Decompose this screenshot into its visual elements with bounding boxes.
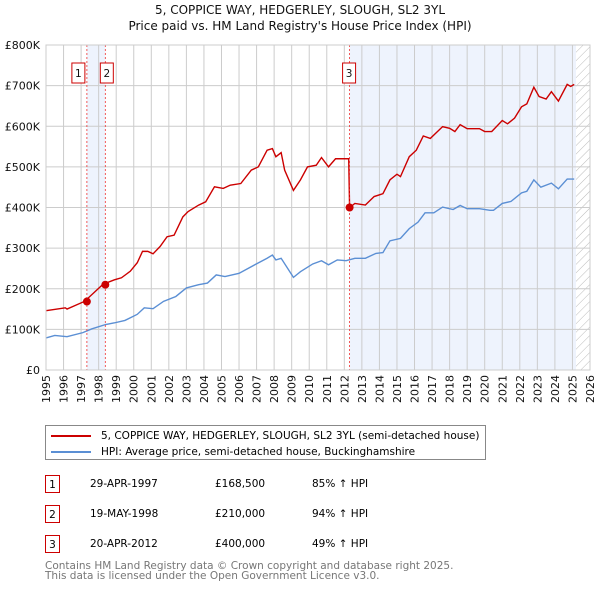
x-tick-label: 1998 <box>93 375 106 403</box>
x-tick-label: 2025 <box>566 375 579 403</box>
transaction-row: 3 20-APR-2012 £400,000 49% ↑ HPI <box>45 535 465 555</box>
legend-label-hpi: HPI: Average price, semi-detached house,… <box>101 446 416 458</box>
x-tick-label: 2007 <box>251 375 264 403</box>
sale-point <box>345 203 354 212</box>
transaction-hpi: 94% ↑ HPI <box>312 508 369 520</box>
x-tick-label: 2020 <box>479 375 492 403</box>
x-tick-label: 2021 <box>496 375 509 403</box>
x-tick-label: 2013 <box>356 375 369 403</box>
legend-swatch-blue <box>51 451 91 453</box>
footer-copyright: Contains HM Land Registry data © Crown c… <box>45 560 454 572</box>
transaction-row: 2 19-MAY-1998 £210,000 94% ↑ HPI <box>45 505 465 525</box>
y-tick-label: £700K <box>5 80 41 93</box>
x-tick-label: 2014 <box>373 375 386 403</box>
x-tick-label: 2023 <box>531 375 544 403</box>
x-tick-label: 2017 <box>426 375 439 403</box>
transaction-marker: 1 <box>45 475 60 493</box>
sale-label: 3 <box>346 68 353 80</box>
y-tick-label: £100K <box>5 323 41 336</box>
x-tick-label: 2005 <box>215 375 228 403</box>
x-tick-label: 1995 <box>40 375 53 403</box>
legend-item-property: 5, COPPICE WAY, HEDGERLEY, SLOUGH, SL2 3… <box>51 429 479 443</box>
transaction-hpi: 49% ↑ HPI <box>312 538 369 550</box>
price-chart: 1 2 3 1995 1996 1997 1998 1999 2000 2001 2002 2003 2… <box>5 39 597 403</box>
sale-label: 1 <box>75 68 82 80</box>
legend: 5, COPPICE WAY, HEDGERLEY, SLOUGH, SL2 3… <box>45 425 486 460</box>
x-tick-label: 2024 <box>549 375 562 403</box>
sale-point <box>101 280 110 289</box>
sale-label-box <box>99 62 114 84</box>
x-tick-label: 2011 <box>321 375 334 403</box>
plot-frame <box>45 44 591 371</box>
sale-label: 2 <box>103 68 110 80</box>
x-tick-label: 1996 <box>58 375 71 403</box>
transaction-price: £210,000 <box>215 508 266 520</box>
x-tick-label: 2009 <box>286 375 299 403</box>
transaction-hpi: 85% ↑ HPI <box>312 478 369 490</box>
y-tick-label: £300K <box>5 242 41 255</box>
x-tick-label: 2010 <box>303 375 316 403</box>
x-tick-label: 2004 <box>198 375 211 403</box>
x-tick-label: 2018 <box>444 375 457 403</box>
sale-point <box>82 297 91 306</box>
sale-label-box <box>71 62 86 84</box>
y-tick-label: £200K <box>5 283 41 296</box>
x-tick-label: 2000 <box>128 375 141 403</box>
x-tick-label: 1999 <box>110 375 123 403</box>
transaction-price: £400,000 <box>215 538 266 550</box>
y-tick-label: £500K <box>5 161 41 174</box>
x-tick-label: 2001 <box>145 375 158 403</box>
legend-label-property: 5, COPPICE WAY, HEDGERLEY, SLOUGH, SL2 3… <box>101 430 480 442</box>
legend-item-hpi: HPI: Average price, semi-detached house,… <box>51 445 415 459</box>
x-tick-label: 2008 <box>268 375 281 403</box>
x-tick-label: 2022 <box>514 375 527 403</box>
chart-subtitle: Price paid vs. HM Land Registry's House … <box>128 19 472 33</box>
y-tick-label: £0 <box>26 364 40 377</box>
x-tick-label: 1997 <box>75 375 88 403</box>
x-tick-label: 2002 <box>163 375 176 403</box>
property-price-line <box>45 83 575 312</box>
y-tick-label: £400K <box>5 202 41 215</box>
y-tick-label: £600K <box>5 120 41 133</box>
x-tick-label: 2012 <box>338 375 351 403</box>
x-tick-label: 2015 <box>391 375 404 403</box>
footer-licence: This data is licensed under the Open Gov… <box>45 570 380 582</box>
transaction-price: £168,500 <box>215 478 266 490</box>
transaction-date: 19-MAY-1998 <box>90 508 159 520</box>
x-tick-label: 2016 <box>409 375 422 403</box>
hpi-line <box>45 178 575 339</box>
y-tick-label: £800K <box>5 39 41 52</box>
chart-title: 5, COPPICE WAY, HEDGERLEY, SLOUGH, SL2 3… <box>154 3 446 17</box>
transaction-marker: 2 <box>45 505 60 523</box>
x-tick-label: 2003 <box>180 375 193 403</box>
transaction-row: 1 29-APR-1997 £168,500 85% ↑ HPI <box>45 475 465 495</box>
sale-label-box <box>342 62 357 84</box>
x-tick-label: 2006 <box>233 375 246 403</box>
transaction-date: 20-APR-2012 <box>90 538 158 550</box>
x-tick-label: 2019 <box>461 375 474 403</box>
legend-swatch-red <box>51 435 91 437</box>
transaction-date: 29-APR-1997 <box>90 478 158 490</box>
transaction-marker: 3 <box>45 535 60 553</box>
x-tick-label: 2026 <box>584 375 597 403</box>
